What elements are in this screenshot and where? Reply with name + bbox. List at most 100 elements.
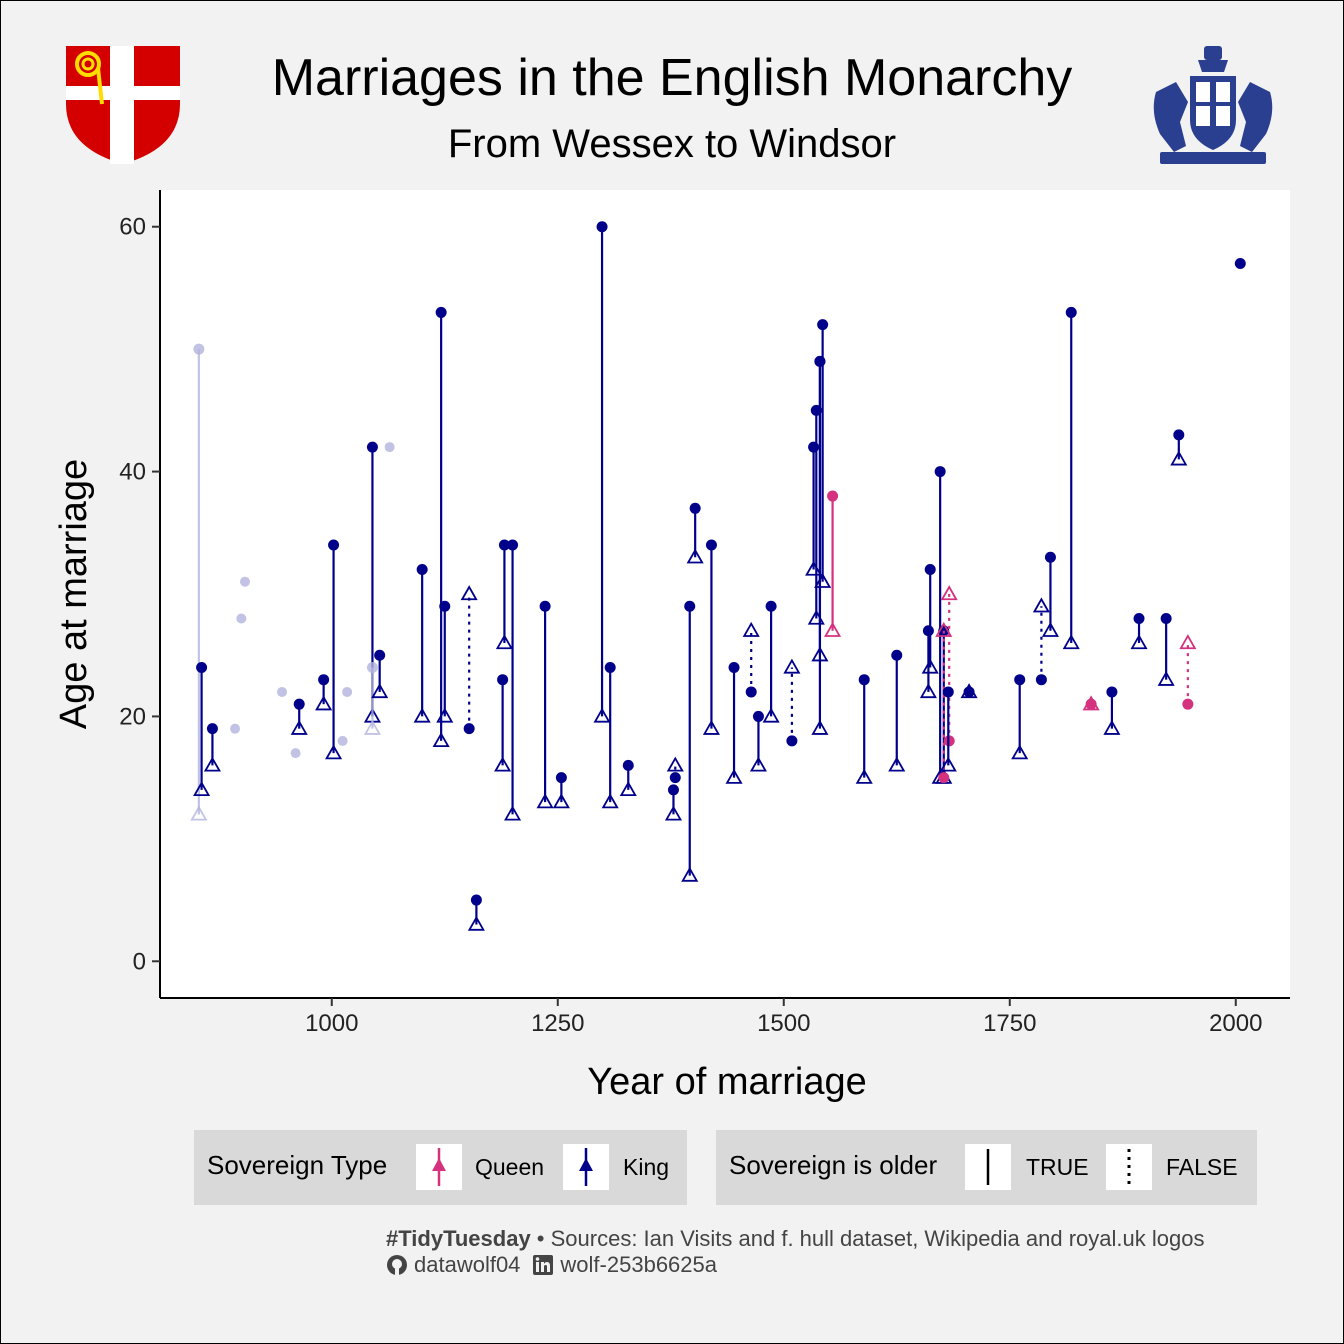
consort-age-marker [888, 756, 906, 772]
y-tick-label: 40 [119, 459, 146, 486]
consort-age-marker [1103, 719, 1121, 735]
sovereign-age-point [1182, 698, 1194, 710]
sovereign-age-point [596, 221, 608, 233]
sovereign-age-point [439, 600, 451, 612]
consort-age-marker [290, 719, 308, 735]
sovereign-age-point [366, 441, 378, 453]
consort-age-marker [681, 866, 699, 882]
sovereign-age-point [1065, 306, 1077, 318]
sovereign-age-point [817, 319, 829, 331]
sovereign-age-point [435, 306, 447, 318]
sovereign-age-point [539, 600, 551, 612]
legend-label-false: FALSE [1166, 1154, 1238, 1180]
consort-age-marker [814, 572, 832, 588]
consort-age-marker [824, 621, 842, 637]
sovereign-age-point [1234, 257, 1246, 269]
consort-age-marker [1179, 634, 1197, 650]
caption-sources: #TidyTuesday • Sources: Ian Visits and f… [386, 1226, 1204, 1252]
sovereign-age-point [922, 625, 934, 637]
sovereign-age-point [728, 661, 740, 673]
faded-point [384, 442, 395, 453]
sovereign-age-point [814, 355, 826, 367]
consort-age-marker [593, 707, 611, 723]
y-tick-label: 20 [119, 703, 146, 730]
consort-age-marker [1157, 670, 1175, 686]
sovereign-age-point [507, 539, 519, 551]
sovereign-age-point [604, 661, 616, 673]
caption-sources-text: • Sources: Ian Visits and f. hull datase… [530, 1226, 1205, 1251]
sovereign-age-point [827, 490, 839, 502]
legend-key-king [563, 1144, 609, 1190]
sovereign-age-point [1173, 429, 1185, 441]
consort-age-marker [1011, 744, 1029, 760]
legend-key-false [1106, 1144, 1152, 1190]
linkedin-link[interactable]: wolf-253b6625a [560, 1252, 717, 1277]
sovereign-age-point [684, 600, 696, 612]
legend-key-true [965, 1144, 1011, 1190]
x-tick-label: 1000 [305, 1010, 358, 1037]
sovereign-age-point [891, 649, 903, 661]
sovereign-age-point [366, 661, 378, 673]
faded-point [290, 748, 301, 759]
sovereign-age-point [765, 600, 777, 612]
faded-point [277, 686, 288, 697]
y-tick-label: 60 [119, 214, 146, 241]
x-tick-label: 1750 [983, 1010, 1036, 1037]
consort-age-marker [921, 658, 939, 674]
sovereign-age-point [1044, 551, 1056, 563]
shield-icon [66, 46, 180, 164]
sovereign-age-point [745, 686, 757, 698]
legend-label-queen: Queen [475, 1154, 545, 1180]
legend-older-title: Sovereign is older [729, 1150, 938, 1180]
royal-coat-of-arms-icon [1153, 46, 1273, 164]
faded-point [230, 723, 241, 734]
legend-key-queen [416, 1144, 462, 1190]
consort-age-marker [363, 719, 381, 735]
consort-age-marker [855, 768, 873, 784]
consort-age-marker [742, 621, 760, 637]
consort-age-marker [1130, 634, 1148, 650]
sovereign-age-point [938, 772, 950, 784]
consort-age-marker [203, 756, 221, 772]
consort-age-marker [460, 585, 478, 601]
chart-plot: 1000 1250 1500 1750 2000 0 20 40 60 Year of marr… [53, 190, 1290, 1103]
legend-sovereign-older: Sovereign is older TRUE FALSE [716, 1130, 1257, 1205]
faded-point [236, 613, 247, 624]
consort-age-marker [467, 915, 485, 931]
y-tick-label: 0 [133, 948, 146, 975]
sovereign-age-point [667, 784, 679, 796]
sovereign-age-point [858, 674, 870, 686]
sovereign-age-point [622, 759, 634, 771]
sovereign-age-point [1160, 612, 1172, 624]
consort-age-marker [1041, 621, 1059, 637]
sovereign-age-point [924, 564, 936, 576]
sovereign-age-point [206, 723, 218, 735]
consort-age-marker [783, 658, 801, 674]
chart-subtitle: From Wessex to Windsor [447, 122, 897, 166]
sovereign-age-point [470, 894, 482, 906]
sovereign-age-point [934, 466, 946, 478]
faded-point [239, 576, 250, 587]
consort-age-marker [940, 585, 958, 601]
sovereign-age-point [942, 686, 954, 698]
consort-age-marker [536, 793, 554, 809]
consort-age-marker [494, 756, 512, 772]
sovereign-age-point [497, 674, 509, 686]
github-icon [387, 1255, 407, 1275]
sovereign-age-point [808, 441, 820, 453]
github-link[interactable]: datawolf04 [414, 1252, 521, 1277]
consort-age-marker [432, 732, 450, 748]
sovereign-age-point [705, 539, 717, 551]
consort-age-marker [436, 707, 454, 723]
consort-age-marker [315, 695, 333, 711]
caption-hashtag: #TidyTuesday [386, 1226, 531, 1251]
legend-sovereign-type: Sovereign Type Queen King [194, 1130, 687, 1205]
plot-panel [160, 190, 1290, 998]
consort-age-marker [749, 756, 767, 772]
sovereign-age-point [498, 539, 510, 551]
consort-age-marker [935, 621, 953, 637]
consort-age-marker [725, 768, 743, 784]
legend-type-title: Sovereign Type [207, 1150, 388, 1180]
y-axis-label: Age at marriage [53, 459, 95, 729]
x-tick-label: 2000 [1209, 1010, 1262, 1037]
